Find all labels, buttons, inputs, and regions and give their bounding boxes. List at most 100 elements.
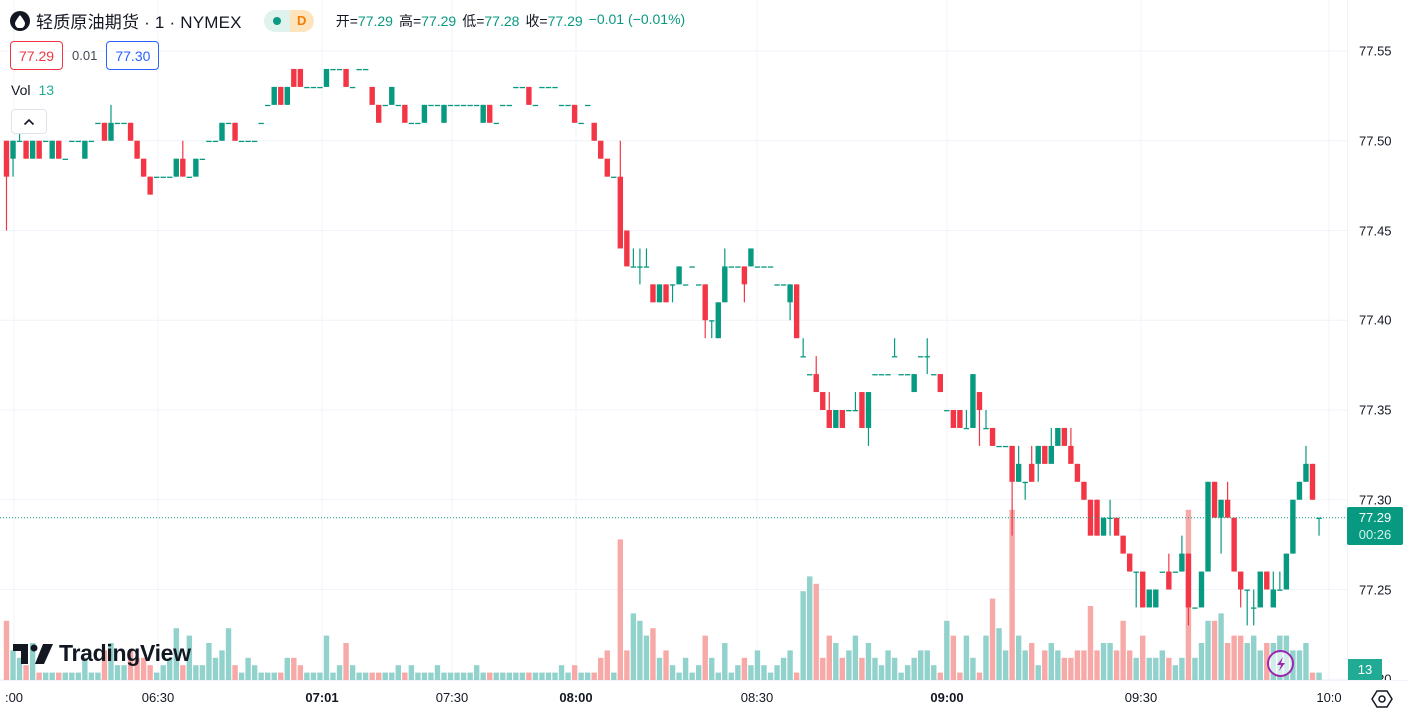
- volume-bar: [434, 665, 441, 680]
- candle: [918, 356, 924, 358]
- volume-bar: [1237, 635, 1244, 680]
- candle: [382, 104, 388, 107]
- candle: [950, 410, 957, 428]
- candle: [611, 176, 617, 178]
- volume-bar: [1094, 650, 1100, 680]
- volume-bar: [911, 657, 917, 680]
- main-chart-pane[interactable]: 轻质原油期货 · 1 · NYMEX D 开=77.29 高=77.29 低=7…: [0, 0, 1347, 680]
- volume-bar: [931, 665, 937, 680]
- candlestick-plot[interactable]: [0, 0, 1347, 680]
- candle: [336, 68, 343, 71]
- candle: [513, 86, 519, 89]
- candle: [1251, 607, 1257, 609]
- candle: [212, 140, 219, 143]
- candle: [108, 122, 114, 141]
- candle: [735, 266, 741, 268]
- candle: [702, 284, 708, 321]
- volume-bar: [75, 672, 82, 680]
- volume-bar: [630, 613, 637, 680]
- volume-bar: [735, 665, 741, 680]
- candle: [1100, 517, 1107, 536]
- volume-bar: [1218, 613, 1224, 680]
- candle: [761, 266, 767, 268]
- collapse-legend-button[interactable]: [11, 109, 47, 134]
- volume-bar: [428, 672, 434, 680]
- volume-bar: [904, 665, 911, 680]
- candle: [23, 140, 29, 159]
- volume-bar: [1113, 650, 1120, 680]
- volume-bar: [186, 635, 193, 680]
- symbol-title[interactable]: 轻质原油期货 · 1 · NYMEX: [36, 13, 242, 32]
- volume-bar: [245, 657, 251, 680]
- time-axis[interactable]: :00 06:30 07:01 07:30 08:00 08:30 09:00 09:30 10…: [0, 680, 1408, 715]
- volume-bar: [519, 672, 526, 680]
- volume-bar: [127, 650, 134, 680]
- candle: [565, 104, 571, 107]
- volume-bar: [421, 672, 428, 680]
- volume-bar: [134, 657, 140, 680]
- low-value: 77.28: [484, 12, 520, 29]
- volume-bar: [852, 635, 859, 680]
- candle: [493, 122, 499, 125]
- candle: [787, 284, 793, 303]
- sell-price-button[interactable]: 77.29: [10, 41, 64, 70]
- volume-bar: [349, 665, 356, 680]
- candle: [1107, 517, 1113, 519]
- candle: [3, 140, 10, 177]
- candle: [846, 410, 852, 412]
- volume-bar: [408, 665, 415, 680]
- volume-bar: [258, 672, 264, 680]
- volume-bar: [617, 539, 624, 680]
- volume-bar: [695, 665, 702, 680]
- volume-bar: [891, 657, 898, 680]
- candle: [297, 68, 304, 87]
- volume-bar: [1172, 665, 1179, 680]
- candle: [114, 122, 121, 125]
- market-status-pill[interactable]: D: [263, 9, 314, 32]
- candle: [891, 356, 898, 358]
- volume-bar: [297, 665, 304, 680]
- candle: [460, 104, 467, 107]
- volume-bar: [225, 628, 232, 680]
- candle: [695, 284, 702, 286]
- candle: [500, 104, 506, 107]
- time-tick-label: 09:00: [930, 690, 964, 705]
- volume-bar: [114, 665, 121, 680]
- flash-replay-button[interactable]: [1267, 650, 1294, 677]
- volume-bar: [702, 635, 708, 680]
- candle: [728, 266, 735, 268]
- candle: [121, 122, 127, 125]
- candle: [356, 68, 362, 71]
- candle: [1166, 571, 1172, 590]
- candle: [656, 284, 663, 303]
- buy-price-button[interactable]: 77.30: [106, 41, 160, 70]
- volume-bar: [924, 650, 930, 680]
- volume-bar: [571, 665, 578, 680]
- volume-badge: 13: [1348, 659, 1382, 680]
- volume-bar: [1126, 650, 1133, 680]
- candle: [415, 122, 421, 125]
- volume-bar: [336, 665, 343, 680]
- candle: [526, 86, 532, 105]
- chart-settings-button[interactable]: [1371, 688, 1393, 710]
- candle: [767, 266, 774, 268]
- candle: [676, 266, 682, 285]
- volume-bar: [957, 672, 963, 680]
- candle: [826, 410, 832, 428]
- candle: [571, 104, 578, 123]
- candle: [1061, 427, 1068, 446]
- candle: [1159, 571, 1166, 573]
- volume-bar: [3, 620, 10, 680]
- volume-bar: [147, 665, 153, 680]
- candle: [1309, 463, 1316, 500]
- candle: [29, 140, 36, 159]
- tradingview-logo[interactable]: TradingView: [13, 640, 191, 667]
- candle: [931, 374, 937, 376]
- candle: [806, 374, 813, 376]
- candle: [349, 86, 356, 89]
- volume-bar: [898, 672, 904, 680]
- volume-bar: [1264, 643, 1270, 680]
- time-tick-label: 09:30: [1124, 690, 1158, 705]
